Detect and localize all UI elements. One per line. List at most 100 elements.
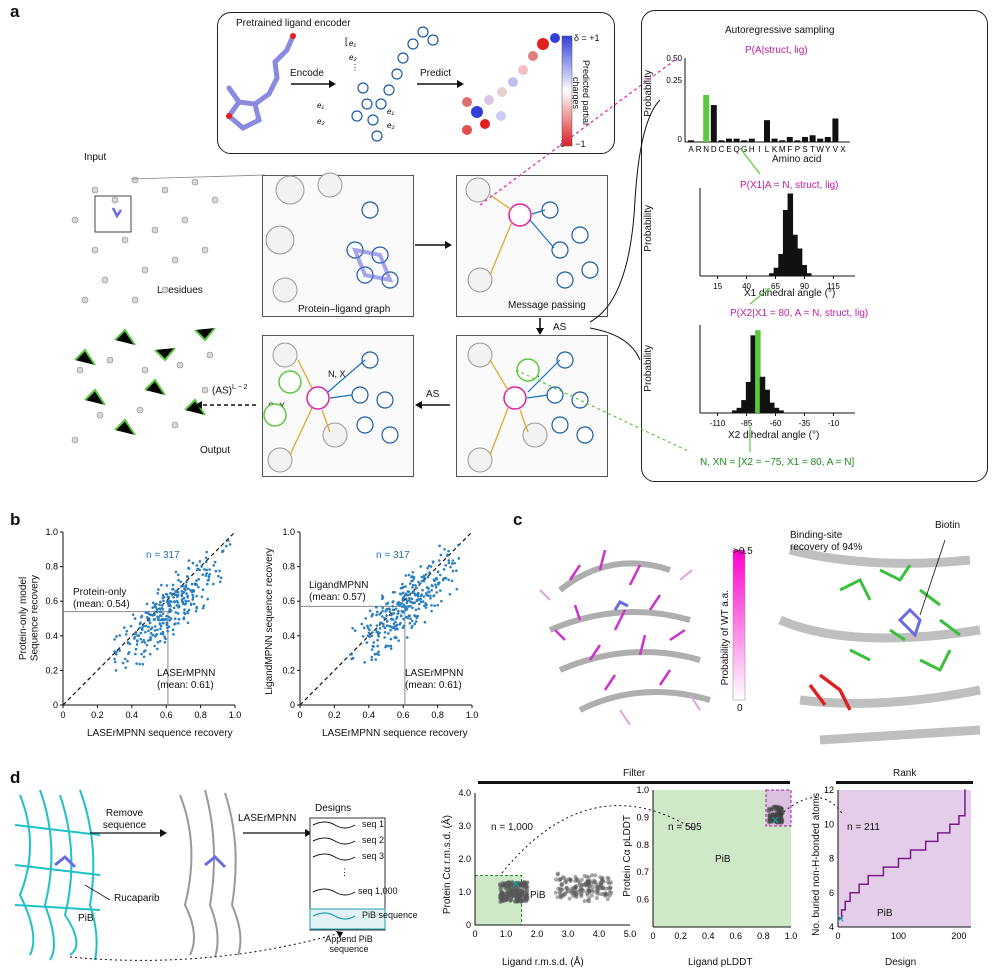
scatter-point: [225, 544, 228, 548]
y-tick-label: 0.9: [636, 812, 649, 822]
scatter-point: [168, 607, 172, 611]
y-tick-label: 0: [53, 700, 58, 710]
hist-bar: [731, 410, 738, 413]
x-tick-label: 0.8: [431, 710, 444, 720]
scatter-point: [436, 570, 440, 573]
scatter-point: [370, 655, 374, 659]
d1-xlabel: Ligand r.m.s.d. (Å): [502, 957, 584, 968]
scatter-point: [181, 584, 185, 588]
b-left-ref-mean: (mean: 0.54): [73, 599, 130, 610]
hist-bar: [745, 381, 752, 413]
scatter-point: [594, 890, 599, 895]
hist-xtick: 65: [771, 282, 780, 291]
panel-label-a: a: [10, 2, 20, 21]
scatter-point: [191, 561, 195, 565]
scatter-point: [171, 588, 175, 591]
hist1-xtick: C: [719, 145, 725, 154]
scatter-point: [421, 588, 424, 592]
scatter-point: [200, 595, 204, 599]
x-tick-label: 0: [650, 931, 655, 941]
scatter-point: [182, 596, 186, 600]
scatter-point: [201, 573, 204, 576]
scatter-point: [156, 628, 159, 632]
hist1-ytick: 0.25: [666, 76, 682, 85]
x-tick-label: 0.4: [702, 931, 715, 941]
scatter-point: [180, 598, 184, 602]
input-output-structures: [71, 176, 219, 444]
y-tick-label: 1.0: [458, 887, 471, 897]
y-tick-label: 1.0: [45, 527, 58, 537]
scatter-point: [599, 880, 604, 885]
scatter-point: [141, 662, 145, 666]
scatter-point: [371, 613, 375, 616]
scatter-point: [573, 879, 578, 884]
scatter-point: [144, 630, 147, 634]
x-tick-label: 0.4: [126, 710, 139, 720]
hist1-bar: [710, 105, 717, 142]
scatter-point: [419, 594, 423, 598]
l-residues-label: L residues: [157, 285, 203, 296]
zoom-lines: [130, 174, 266, 180]
scatter-point: [140, 614, 144, 618]
svg-text:e₂: e₂: [349, 53, 357, 62]
scatter-point: [430, 584, 434, 587]
scatter-point: [392, 618, 395, 621]
scatter-point: [400, 605, 404, 608]
scatter-point: [129, 624, 133, 628]
scatter-point: [165, 623, 168, 627]
scatter-point: [409, 617, 412, 621]
b-left-xlabel: LASErMPNN sequence recovery: [87, 728, 233, 739]
scatter-point: [364, 616, 367, 620]
scatter-point: [573, 893, 578, 898]
scatter-point: [508, 898, 513, 903]
y-tick-label: 3.0: [458, 821, 471, 831]
y-tick-label: 4.0: [458, 788, 471, 798]
scatter-point: [417, 607, 421, 611]
scatter-point: [397, 609, 400, 613]
scatter-point: [191, 595, 195, 599]
scatter-point: [370, 648, 374, 651]
scatter-point: [118, 649, 122, 652]
scatter-point: [404, 606, 407, 609]
scatter-point: [396, 612, 400, 615]
scatter-point: [203, 568, 206, 571]
scatter-point: [389, 628, 392, 632]
scatter-point: [374, 628, 378, 632]
scatter-point: [587, 888, 592, 893]
hist-xtick: 40: [742, 282, 751, 291]
as-power-label: (AS)L − 2: [212, 384, 248, 397]
scatter-point: [182, 611, 186, 614]
scatter-point: [411, 570, 415, 574]
scatter-point: [142, 638, 146, 642]
scatter-point: [381, 615, 384, 618]
scatter-point: [400, 609, 404, 613]
scatter-point: [204, 556, 208, 560]
filter-label: Filter: [623, 768, 646, 779]
scatter-point: [439, 553, 443, 557]
scatter-point: [408, 596, 411, 600]
scatter-point: [593, 873, 598, 878]
scatter-point: [517, 883, 522, 888]
scatter-point: [558, 891, 563, 896]
scatter-point: [414, 620, 418, 623]
y-tick-label: 0.4: [282, 631, 295, 641]
scatter-point: [447, 559, 451, 562]
hist1-xtick: F: [787, 145, 792, 154]
diagonal-line: [299, 531, 473, 706]
scatter-point: [451, 569, 455, 573]
scatter-point: [772, 804, 777, 809]
scatter-point: [449, 565, 452, 569]
scatter-point: [522, 880, 527, 885]
x-tick-label: 3.0: [562, 929, 575, 939]
scatter-point: [376, 644, 380, 648]
seq-1: seq 1: [362, 819, 385, 829]
as-label-1: AS: [553, 322, 567, 333]
scatter-point: [160, 606, 164, 610]
scatter-point: [518, 891, 523, 896]
scatter-point: [442, 568, 446, 571]
scatter-point: [507, 883, 512, 888]
scatter-point: [150, 613, 153, 617]
scatter-point: [135, 643, 139, 646]
scatter-point: [156, 608, 159, 611]
scatter-point: [198, 560, 202, 563]
